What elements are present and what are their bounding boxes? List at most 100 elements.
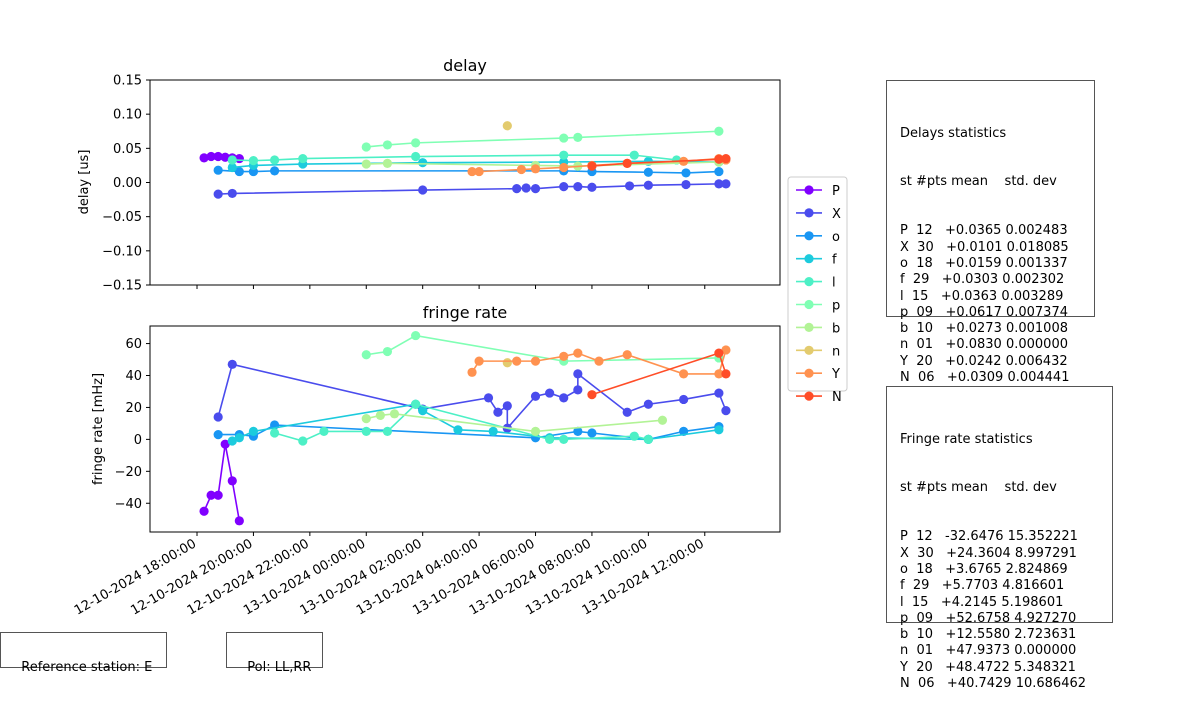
delay-data-point	[411, 151, 421, 162]
delay-statistics-header: st #pts mean std. dev	[900, 174, 1057, 190]
delay-ytick-label: 0.00	[113, 176, 142, 191]
delay-data-point	[643, 167, 653, 177]
fringe-rate-statistics-row: P 12 -32.6476 15.352221	[900, 529, 1078, 545]
delay-data-point	[220, 152, 230, 162]
reference-station-box: Reference station: E	[0, 632, 167, 675]
delay-data-point	[714, 166, 724, 177]
delay-data-point	[361, 159, 371, 169]
delay-statistics-row: p 09 +0.0617 0.007374	[900, 304, 1068, 320]
fringe-rate-data-point	[721, 369, 731, 379]
legend-label: N	[832, 390, 842, 405]
delay-series-N	[587, 153, 731, 171]
delay-ytick-label: 0.05	[113, 142, 142, 157]
fringe-rate-axes-frame	[149, 325, 781, 533]
delay-data-point	[559, 162, 569, 173]
delay-title: delay	[443, 56, 487, 75]
legend-marker	[804, 368, 814, 378]
legend-label: b	[832, 321, 840, 336]
legend-item-n: n	[796, 344, 840, 359]
delay-statistics-row: b 10 +0.0273 0.001008	[900, 321, 1068, 337]
delay-data-point	[721, 179, 731, 189]
legend-label: Y	[831, 367, 840, 382]
delay-data-point	[587, 161, 597, 171]
delay-data-point	[512, 184, 522, 194]
delay-data-point	[559, 182, 569, 192]
fringe-rate-data-point	[643, 434, 653, 444]
legend-item-l: l	[796, 276, 836, 291]
fringe-rate-ytick-label: 20	[125, 401, 142, 416]
fringe-rate-data-point	[530, 356, 541, 366]
delay-data-point	[234, 166, 244, 177]
fringe-rate-data-point	[559, 393, 569, 403]
delay-data-point	[530, 164, 541, 174]
fringe-rate-series-n	[502, 358, 512, 368]
delay-ylabel: delay [us]	[77, 150, 92, 215]
delay-data-point	[269, 155, 280, 165]
fringe-rate-data-point	[213, 429, 223, 440]
fringe-rate-series-line	[366, 413, 663, 433]
delay-ytick-label: 0.10	[113, 108, 142, 123]
fringe-rate-statistics-row: Y 20 +48.4722 5.348321	[900, 659, 1076, 675]
polarization-box: Pol: LL,RR	[226, 632, 323, 675]
delay-panel: delay delay [us] 0.15 0.10 0.05 0.00 −0.05 −0…	[77, 56, 781, 294]
delay-statistics-row: n 01 +0.0830 0.000000	[900, 337, 1068, 353]
fringe-rate-data-point	[721, 345, 731, 355]
delay-data-point	[418, 158, 428, 168]
fringe-rate-data-point	[227, 359, 237, 369]
delay-statistics-row: f 29 +0.0303 0.002302	[900, 272, 1065, 288]
delay-series-line	[218, 183, 726, 195]
delay-data-point	[227, 162, 237, 173]
fringe-rate-statistics-row: o 18 +3.6765 2.824869	[900, 561, 1068, 577]
fringe-rate-data-point	[220, 439, 230, 449]
fringe-rate-statistics-row: l 15 +4.2145 5.198601	[900, 594, 1064, 610]
fringe-rate-statistics-row: b 10 +12.5580 2.723631	[900, 627, 1077, 643]
delay-series-n	[502, 121, 512, 131]
fringe-rate-data-point	[622, 407, 632, 417]
delay-statistics-row: o 18 +0.0159 0.001337	[900, 255, 1068, 271]
fringe-rate-data-point	[382, 346, 393, 357]
fringe-rate-data-point	[234, 516, 244, 526]
delay-series-P	[199, 151, 244, 164]
legend-label: X	[832, 207, 841, 222]
delay-data-point	[629, 150, 639, 160]
fringe-rate-panel: fringe rate fringe rate [mHz] 60 40 20 0 −20…	[72, 303, 781, 619]
delay-data-point	[624, 181, 635, 191]
fringe-rate-data-point	[206, 490, 216, 500]
fringe-rate-data-point	[573, 426, 583, 436]
fringe-rate-data-point	[298, 436, 308, 446]
fringe-rate-data-point	[411, 399, 421, 409]
fringe-rate-data-point	[714, 348, 724, 358]
fringe-rate-data-point	[714, 369, 724, 379]
legend-label: o	[832, 230, 840, 245]
fringe-rate-data-point	[488, 426, 498, 436]
fringe-rate-data-point	[545, 434, 555, 444]
fringe-rate-data-point	[714, 425, 724, 435]
delay-data-point	[681, 179, 691, 190]
delay-statistics-title: Delays statistics	[900, 125, 1007, 141]
fringe-rate-data-point	[319, 426, 329, 436]
fringe-rate-data-point	[573, 385, 583, 395]
plot-canvas: delay delay [us] 0.15 0.10 0.05 0.00 −0.05 −0…	[72, 56, 848, 619]
legend-item-p: p	[796, 299, 840, 314]
legend-marker	[804, 254, 814, 264]
delay-data-point	[213, 151, 223, 162]
fringe-rate-data-point	[629, 431, 639, 441]
delay-data-point	[474, 166, 484, 177]
fringe-rate-data-point	[227, 476, 237, 486]
fringe-rate-title: fringe rate	[423, 303, 507, 322]
polarization-label: Pol: LL,RR	[247, 660, 312, 675]
fringe-rate-data-point	[467, 367, 477, 377]
delay-ytick-label: 0.15	[113, 74, 142, 89]
delay-statistics-box: Delays statistics st #pts mean std. dev …	[886, 80, 1095, 385]
fringe-rate-data-point	[679, 394, 689, 405]
delay-data-point	[361, 142, 371, 152]
fringe-rate-data-point	[227, 436, 237, 446]
delay-statistics-row: P 12 +0.0365 0.002483	[900, 223, 1068, 239]
legend-label: l	[832, 276, 836, 291]
fringe-rate-data-point	[411, 330, 421, 341]
delay-ytick-label: −0.05	[102, 210, 142, 225]
legend-marker	[804, 185, 814, 195]
fringe-rate-data-point	[418, 406, 428, 416]
legend-frame	[787, 176, 848, 392]
